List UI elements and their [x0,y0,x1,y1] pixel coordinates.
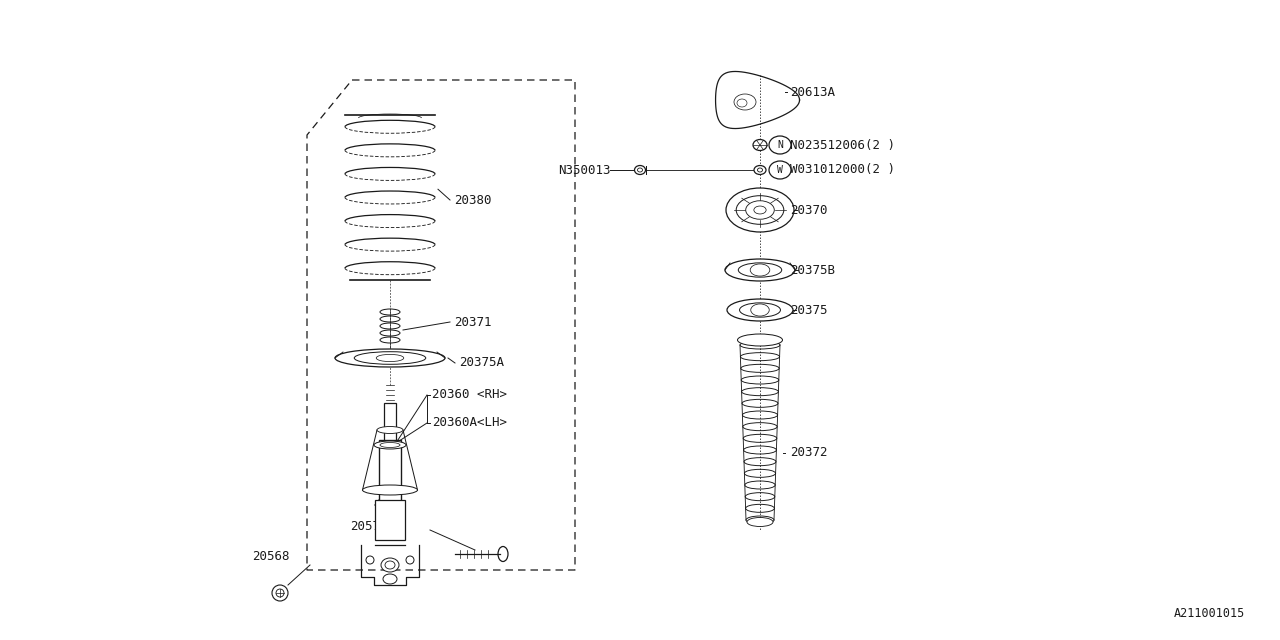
Text: 20360 <RH>: 20360 <RH> [433,388,507,401]
Text: 20360A<LH>: 20360A<LH> [433,417,507,429]
Bar [375,500,404,540]
Ellipse shape [754,166,765,175]
Text: A211001015: A211001015 [1174,607,1245,620]
Ellipse shape [769,136,791,154]
Text: N350013: N350013 [558,163,611,177]
Ellipse shape [748,518,773,527]
Text: 20375: 20375 [790,303,827,317]
Text: 20375B: 20375B [790,264,835,276]
Text: N023512006(2 ): N023512006(2 ) [790,138,895,152]
Text: 20578G: 20578G [349,520,396,534]
Ellipse shape [769,161,791,179]
Ellipse shape [374,441,406,449]
Ellipse shape [727,299,794,321]
Ellipse shape [737,334,782,346]
Ellipse shape [335,349,445,367]
Ellipse shape [381,558,399,572]
Text: 20568: 20568 [252,550,289,563]
Text: 20380: 20380 [454,193,492,207]
Text: 20371: 20371 [454,316,492,328]
Text: W: W [777,165,783,175]
Text: 20370: 20370 [790,204,827,216]
Text: N: N [777,140,783,150]
Ellipse shape [362,485,417,495]
Bar [384,403,396,450]
Ellipse shape [753,140,767,150]
Ellipse shape [726,188,794,232]
Text: 20375A: 20375A [460,356,504,369]
Text: 20613A: 20613A [790,86,835,99]
Bar [379,440,401,515]
Ellipse shape [724,259,795,281]
Ellipse shape [378,426,403,433]
Text: W031012000(2 ): W031012000(2 ) [790,163,895,177]
Text: 20372: 20372 [790,446,827,459]
